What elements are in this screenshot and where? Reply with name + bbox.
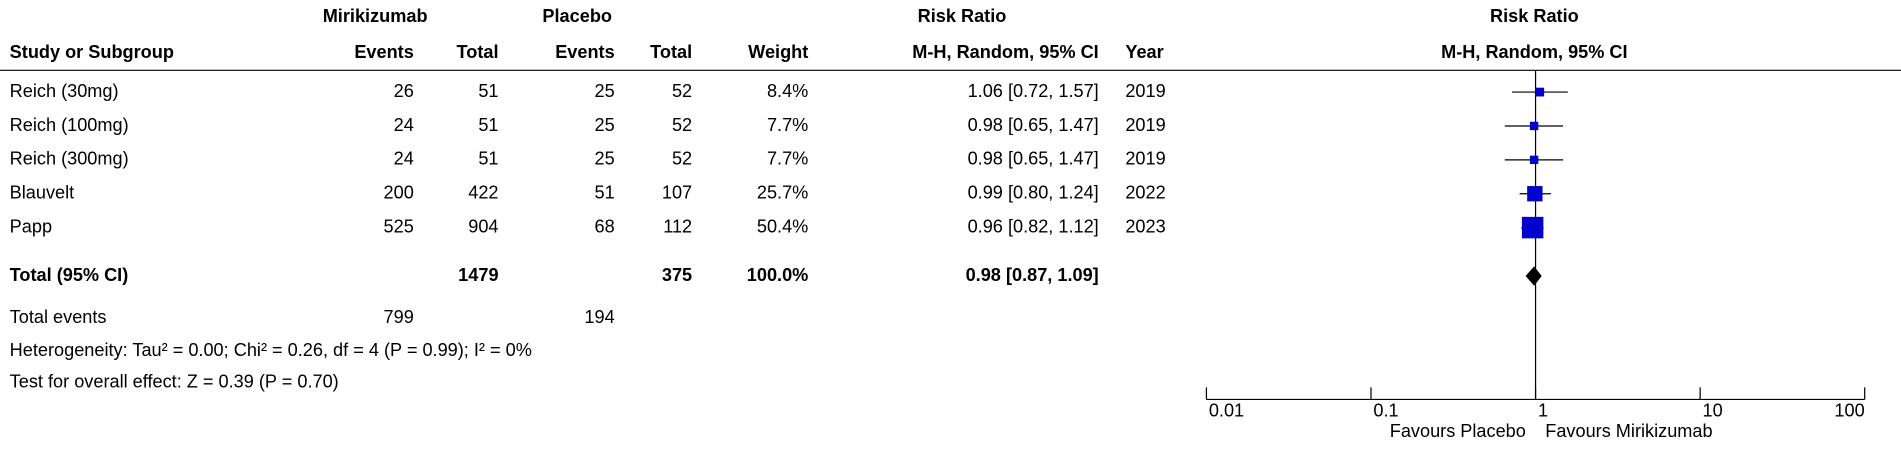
group-header: Mirikizumab	[323, 6, 428, 26]
table-cell: 8.4%	[767, 81, 808, 101]
overall-effect: Test for overall effect: Z = 0.39 (P = 0…	[10, 371, 339, 391]
table-cell: 52	[672, 81, 692, 101]
total-cell: 100.0%	[747, 265, 809, 285]
column-header: Total	[457, 42, 499, 62]
table-cell: Reich (100mg)	[10, 115, 129, 135]
chart-title: Risk Ratio	[1490, 6, 1579, 26]
table-cell: 904	[468, 216, 498, 236]
x-tick-label: 100	[1834, 400, 1864, 420]
total-events-cell: 799	[384, 307, 414, 327]
total-cell: 1479	[458, 265, 498, 285]
column-header: Total	[650, 42, 692, 62]
table-cell: Papp	[10, 216, 52, 236]
study-box	[1529, 155, 1539, 165]
column-header: Weight	[748, 42, 808, 62]
table-cell: 112	[663, 216, 692, 236]
study-box	[1527, 186, 1543, 202]
x-tick-label: 0.01	[1209, 400, 1244, 420]
table-cell: 51	[595, 183, 615, 203]
table-cell: 51	[478, 149, 498, 169]
table-cell: 2023	[1125, 216, 1165, 236]
study-box	[1535, 87, 1545, 97]
table-cell: Reich (30mg)	[10, 81, 119, 101]
table-cell: 422	[468, 183, 498, 203]
table-cell: 7.7%	[767, 149, 808, 169]
total-cell: 375	[662, 265, 692, 285]
table-cell: 24	[394, 115, 414, 135]
x-tick-label: 0.1	[1373, 400, 1398, 420]
table-cell: 24	[394, 149, 414, 169]
table-cell: 26	[394, 81, 414, 101]
table-cell: Reich (300mg)	[10, 149, 129, 169]
table-cell: 0.98 [0.65, 1.47]	[968, 115, 1099, 135]
table-cell: 107	[662, 183, 692, 203]
group-header: Placebo	[542, 6, 612, 26]
table-cell: 51	[478, 115, 498, 135]
column-header: Events	[555, 42, 615, 62]
table-cell: 525	[384, 216, 414, 236]
x-tick-label: 1	[1538, 400, 1548, 420]
table-cell: 52	[672, 115, 692, 135]
total-cell: Total (95% CI)	[10, 265, 129, 285]
table-cell: 2019	[1125, 115, 1165, 135]
column-header: M-H, Random, 95% CI	[912, 42, 1098, 62]
table-cell: 52	[672, 149, 692, 169]
table-cell: 7.7%	[767, 115, 808, 135]
favours-left: Favours Placebo	[1390, 421, 1526, 441]
table-cell: 1.06 [0.72, 1.57]	[968, 81, 1099, 101]
group-header: Risk Ratio	[918, 6, 1007, 26]
column-header: Events	[354, 42, 414, 62]
table-cell: 68	[595, 216, 615, 236]
table-cell: 51	[478, 81, 498, 101]
total-events-cell: Total events	[10, 307, 107, 327]
table-cell: 0.98 [0.65, 1.47]	[968, 149, 1099, 169]
pooled-diamond	[1525, 266, 1542, 286]
study-box	[1521, 216, 1544, 239]
total-events-cell: 194	[584, 307, 614, 327]
x-tick-label: 10	[1703, 400, 1723, 420]
table-cell: 2019	[1125, 149, 1165, 169]
table-cell: 25.7%	[757, 183, 808, 203]
table-cell: 0.99 [0.80, 1.24]	[968, 183, 1099, 203]
table-cell: 50.4%	[757, 216, 808, 236]
table-cell: 2022	[1125, 183, 1165, 203]
total-cell: 0.98 [0.87, 1.09]	[966, 265, 1099, 285]
table-cell: 25	[595, 81, 615, 101]
table-cell: 200	[384, 183, 414, 203]
heterogeneity: Heterogeneity: Tau² = 0.00; Chi² = 0.26,…	[10, 340, 532, 360]
column-header: Study or Subgroup	[10, 42, 174, 62]
table-cell: 25	[595, 115, 615, 135]
study-box	[1529, 121, 1539, 131]
table-cell: 0.96 [0.82, 1.12]	[968, 216, 1099, 236]
favours-right: Favours Mirikizumab	[1545, 421, 1712, 441]
chart-subtitle: M-H, Random, 95% CI	[1441, 42, 1627, 62]
column-header: Year	[1125, 42, 1163, 62]
table-cell: 2019	[1125, 81, 1165, 101]
table-cell: 25	[595, 149, 615, 169]
table-cell: Blauvelt	[10, 183, 75, 203]
